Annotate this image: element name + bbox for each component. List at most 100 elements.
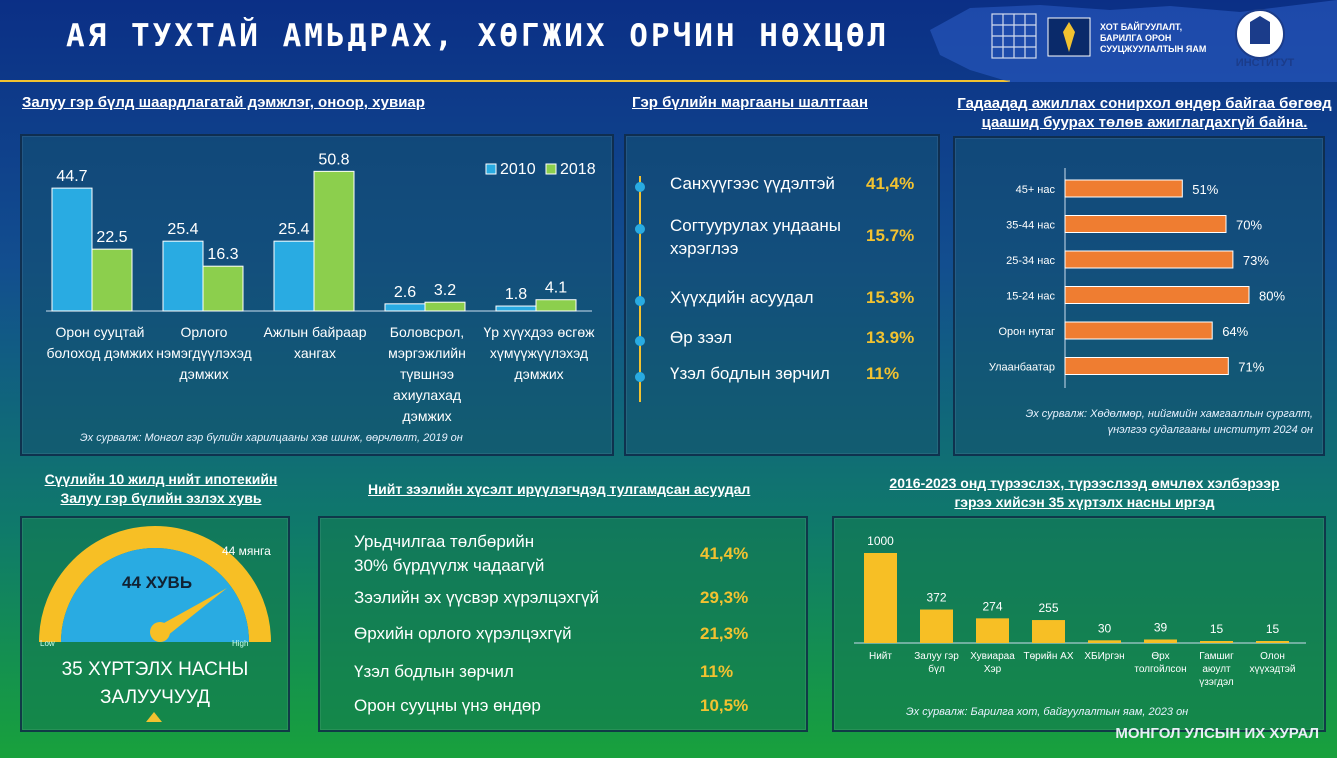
hbar-5 (1064, 357, 1229, 375)
vbar-category-2: Хувиараа Хэр (964, 650, 1021, 676)
section1-panel: 44.7 25.4 25.4 2.6 1.8 2010 22.5 16.3 50.8 3.2 4.1… (20, 134, 614, 456)
timeline-dot-2 (635, 296, 645, 306)
section5-title: Нийт зээлийн хүсэлт ирүүлэгчдэд тулгамдс… (368, 481, 751, 497)
loan-issue-value-1: 29,3% (700, 588, 749, 607)
section5-panel: Урьдчилгаа төлбөрийн 30% бүрдүүлж чадаагү… (318, 516, 808, 732)
section3-source-line1: Эх сурвалж: Хөдөлмөр, нийгмийн хамгааллы… (1025, 408, 1313, 420)
hbar-0 (1064, 179, 1183, 198)
gauge-needle (155, 588, 227, 640)
vbar-category-line-0-0: Нийт (869, 651, 892, 662)
section3-source-line2: үнэлгээ судалгааны институт 2024 он (1107, 424, 1313, 436)
timeline-line (639, 176, 641, 402)
support-bar-chart: 44.7 25.4 25.4 2.6 1.8 2010 22.5 16.3 50.8 3.2 4.1… (46, 151, 596, 312)
gauge-caption-line2: ЗАЛУУЧУУД (100, 687, 210, 708)
gauge-caption-line1: 35 ХҮРТЭЛХ НАСНЫ (61, 659, 249, 680)
category-label-0: Орон сууцтай болоход дэмжих (46, 324, 154, 361)
vbar-value-6: 15 (1210, 622, 1224, 636)
loan-issue-line1-3: Үзэл бодлын зөрчил (354, 662, 514, 681)
reason-value-4: 11% (866, 364, 900, 383)
reason-value-1: 15.7% (866, 226, 915, 245)
vbar-category-6: Гамшиг аюулт үзэгдэл (1188, 650, 1245, 689)
loan-issue-value-0: 41,4% (700, 544, 749, 563)
loan-issue-label-1: Зээлийн эх үүсвэр хүрэлцэхгүй (354, 586, 654, 610)
section6-source: Эх сурвалж: Барилга хот, байгуулалтын яа… (906, 706, 1189, 718)
legend-swatch-2010 (485, 163, 497, 175)
vbar-1 (920, 609, 953, 643)
hbar-3 (1064, 286, 1250, 304)
institute-label: ИНСТИТУТ (1236, 57, 1295, 69)
bar-2018-0 (91, 248, 133, 312)
hbar-value-4: 64% (1222, 324, 1248, 339)
bar-value-2010-1: 25.4 (167, 221, 198, 238)
vbar-category-0: Нийт (852, 650, 909, 663)
abroad-interest-chart: 45+ нас 51% 35-44 нас 70% 25-34 нас 73% 15-24 … (989, 168, 1285, 388)
vbar-category-line-4-0: ХБИргэн (1084, 651, 1125, 662)
bar-value-2010-4: 1.8 (505, 286, 527, 303)
vbar-category-1: Залуу гэр бүл (908, 650, 965, 676)
legend-label-2010: 2010 (500, 161, 536, 178)
hbar-category-2: 25-34 нас (1006, 255, 1055, 267)
hbar-value-3: 80% (1259, 289, 1285, 304)
vbar-category-line-1-0: Залуу гэр (914, 651, 959, 662)
grid-logo-icon (991, 13, 1037, 59)
footer-label: МОНГОЛ УЛСЫН ИХ ХУРАЛ (1115, 725, 1319, 742)
vbar-category-line-3-0: Төрийн АХ (1023, 651, 1074, 662)
bar-value-2018-4: 4.1 (545, 280, 567, 297)
reason-value-2: 15.3% (866, 288, 915, 307)
reason-value-0: 41,4% (866, 174, 915, 193)
gauge-top-label: 44 мянга (222, 544, 271, 558)
vbar-category-line-6-1: аюулт (1202, 664, 1231, 675)
hbar-category-5: Улаанбаатар (989, 362, 1055, 374)
vbar-category-4: ХБИргэн (1076, 650, 1133, 663)
bar-2010-2 (273, 240, 315, 312)
loan-issue-line2-0: 30% бүрдүүлж чадаагүй (354, 556, 545, 575)
section6-title-line2: гэрээ хийсэн 35 хүртэлх насны иргэд (954, 494, 1215, 510)
vbar-category-3: Төрийн АХ (1020, 650, 1077, 663)
up-triangle-icon (146, 712, 162, 722)
gauge-value-label: 44 ХУВЬ (122, 573, 192, 592)
vbar-value-4: 30 (1098, 621, 1112, 635)
page-title: АЯ ТУХТАЙ АМЬДРАХ, ХӨГЖИХ ОРЧИН НӨХЦӨЛ (66, 18, 890, 54)
support-chart-categories: Орон сууцтай болоход дэмжих Орлого нэмэгд… (22, 322, 612, 424)
vbar-category-line-6-0: Гамшиг (1199, 651, 1234, 662)
section6-title-line1: 2016-2023 онд түрээслэх, түрээслээд өмчл… (889, 475, 1280, 491)
bar-value-2010-2: 25.4 (278, 221, 309, 238)
gauge-caption: 35 ХҮРТЭЛХ НАСНЫ ЗАЛУУЧУУД (22, 656, 288, 712)
loan-issue-label-2: Өрхийн орлого хүрэлцэхгүй (354, 622, 654, 646)
hbar-1 (1064, 215, 1227, 233)
vbar-value-1: 372 (926, 591, 946, 605)
header-map-decoration: ИНСТИТУТ (930, 0, 1337, 82)
legend-label-2018: 2018 (560, 161, 596, 178)
vbar-value-5: 39 (1154, 620, 1168, 634)
section6-title: 2016-2023 онд түрээслэх, түрээслээд өмчл… (832, 474, 1337, 512)
hbar-value-1: 70% (1236, 218, 1262, 233)
loan-issue-label-3: Үзэл бодлын зөрчил (354, 660, 654, 684)
section6-panel: 1000 372 274 255 30 39 15 15 Нийт Залуу гэр бүл Ху… (832, 516, 1326, 732)
vbar-7 (1256, 641, 1289, 643)
gauge-fill (61, 548, 249, 642)
loan-issue-label-0: Урьдчилгаа төлбөрийн 30% бүрдүүлж чадаагү… (354, 530, 654, 578)
section3-source: Эх сурвалж: Хөдөлмөр, нийгмийн хамгааллы… (1026, 406, 1313, 438)
vbar-5 (1144, 639, 1177, 643)
bar-value-2018-2: 50.8 (318, 151, 349, 168)
hbar-category-1: 35-44 нас (1006, 220, 1055, 232)
timeline-dot-1 (635, 224, 645, 234)
vbar-4 (1088, 640, 1121, 643)
section1-source: Эх сурвалж: Монгол гэр бүлийн харилцааны… (80, 432, 463, 444)
hbar-2 (1064, 250, 1234, 269)
mortgage-gauge: 44 ХУВЬ 44 мянга Low High (39, 526, 271, 648)
section2-title: Гэр бүлийн маргааны шалтгаан (632, 94, 869, 111)
loan-issue-line1-0: Урьдчилгаа төлбөрийн (354, 532, 535, 551)
vbar-value-7: 15 (1266, 622, 1280, 636)
hbar-category-0: 45+ нас (1016, 184, 1056, 196)
reason-label-3: Өр зээл (670, 328, 733, 347)
vbar-category-7: Олон хүүхэдтэй (1244, 650, 1301, 676)
vbar-category-line-5-1: толгойлсон (1134, 664, 1187, 675)
gauge-high-label: High (232, 639, 248, 648)
bar-value-2010-3: 2.6 (394, 284, 416, 301)
reason-label-2: Хүүхдийн асуудал (670, 288, 814, 307)
section3-title-line2: цаашид буурах төлөв ажиглагдахгүй байна. (981, 114, 1308, 131)
vbar-category-line-2-0: Хувиараа (970, 651, 1015, 662)
vbar-category-line-5-0: Өрх (1151, 651, 1170, 662)
section2-panel: Санхүүгээс үүдэлтэй 41,4% Согтуурулах унда… (624, 134, 940, 456)
